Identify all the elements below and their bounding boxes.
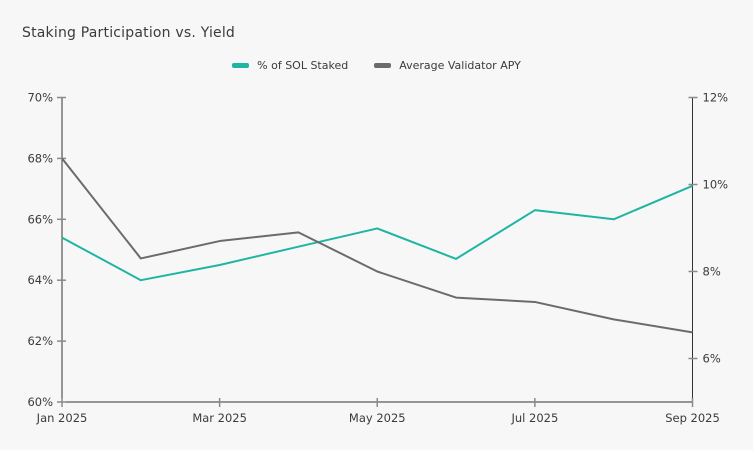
legend-item-validator-apy: Average Validator APY	[374, 59, 521, 72]
right-axis-tick-label: 6%	[703, 352, 721, 366]
legend-swatch-validator-apy-icon	[374, 63, 392, 68]
left-axis-tick-label: 68%	[27, 151, 53, 165]
left-axis-tick-label: 64%	[27, 273, 53, 287]
x-axis-tick-label: Mar 2025	[192, 411, 247, 425]
chart-title: Staking Participation vs. Yield	[22, 25, 236, 41]
legend-label-sol-staked: % of SOL Staked	[257, 59, 349, 72]
x-axis-tick-label: Jan 2025	[36, 411, 88, 425]
chart-legend: % of SOL Staked Average Validator APY	[0, 59, 753, 72]
x-axis-tick-label: May 2025	[349, 411, 406, 425]
left-axis-tick-label: 70%	[27, 91, 53, 105]
left-axis-tick-label: 62%	[27, 334, 53, 348]
x-axis-tick-label: Sep 2025	[665, 411, 720, 425]
validator-apy-line	[61, 157, 693, 334]
legend-item-sol-staked: % of SOL Staked	[232, 59, 348, 72]
right-axis-tick-label: 10%	[703, 178, 729, 192]
left-axis-tick-label: 60%	[27, 395, 53, 409]
sol-staked-line	[61, 184, 693, 282]
right-axis-tick-label: 8%	[703, 265, 721, 279]
right-axis-tick-label: 12%	[703, 91, 729, 105]
x-axis-tick-label: Jul 2025	[510, 411, 558, 425]
left-axis-tick-label: 66%	[27, 212, 53, 226]
legend-label-validator-apy: Average Validator APY	[399, 59, 521, 72]
legend-swatch-sol-staked-icon	[232, 63, 250, 68]
